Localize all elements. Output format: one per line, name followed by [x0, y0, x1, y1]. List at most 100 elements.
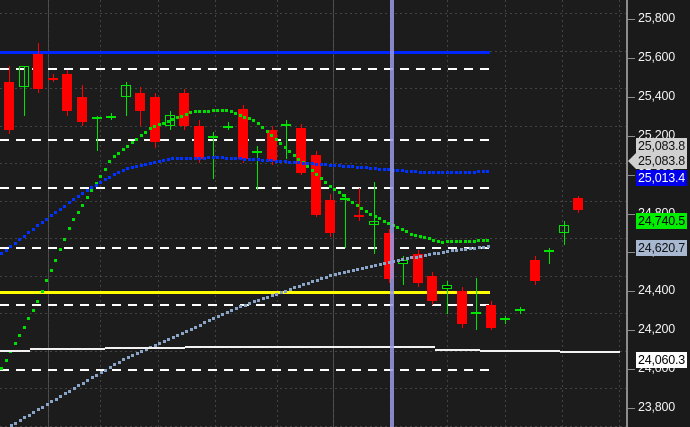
- pivot-line-yellow[interactable]: [0, 291, 490, 295]
- ma-slow-dot: [221, 156, 224, 159]
- ma-slow-dot: [482, 170, 485, 173]
- ma-slow-dot: [410, 170, 413, 173]
- level-dashed-1[interactable]: [0, 67, 490, 70]
- level-dashed-3[interactable]: [0, 187, 490, 190]
- stop-level-tag[interactable]: 24,060.3: [636, 352, 688, 368]
- ma-fast-dot: [329, 185, 332, 188]
- candle-wick: [359, 188, 361, 222]
- trend-support-dot: [32, 411, 35, 414]
- trend-support-dot: [352, 269, 355, 272]
- gridline-horizontal: [0, 388, 626, 389]
- trend-support-dot: [275, 293, 278, 296]
- candle-body: [120, 85, 131, 98]
- ma-fast-dot: [63, 238, 66, 241]
- ma-slow-dot: [311, 162, 314, 165]
- last-price-tag[interactable]: 25,013.4: [636, 170, 688, 186]
- trend-support-dot: [478, 246, 481, 249]
- trend-support-dot: [46, 403, 49, 406]
- ma-fast-dot: [261, 126, 264, 129]
- trend-support-dot: [73, 387, 76, 390]
- ma-fast-dot: [365, 210, 368, 213]
- ma-slow-dot: [279, 160, 282, 163]
- crosshair-vertical[interactable]: [390, 0, 394, 427]
- ma-fast-dot: [356, 204, 359, 207]
- level-dashed-6[interactable]: [0, 368, 490, 371]
- ma-fast-dot: [464, 240, 467, 243]
- candle-wick: [228, 122, 229, 131]
- ma-fast-dot: [293, 154, 296, 157]
- trend-support-dot: [289, 288, 292, 291]
- ma-slow-dot: [99, 181, 102, 184]
- trend-support-dot: [338, 272, 341, 275]
- candle-body: [442, 285, 452, 290]
- trend-support-dot: [442, 251, 445, 254]
- ma-fast-dot: [198, 110, 201, 113]
- bid-tag[interactable]: 25,083.8: [636, 153, 688, 169]
- ma-fast-dot: [243, 116, 246, 119]
- ma-fast-dot: [221, 109, 224, 112]
- trend-support-dot: [257, 299, 260, 302]
- ma-slow-dot: [356, 166, 359, 169]
- ma-slow-dot: [171, 157, 174, 160]
- ma-fast-dot: [189, 111, 192, 114]
- trend-support-dot: [230, 309, 233, 312]
- axis-price-label: 24,400: [638, 283, 676, 298]
- trend-support-dot: [253, 300, 256, 303]
- trend-support-dot: [464, 248, 467, 251]
- ma-slow-dot: [198, 157, 201, 160]
- ma-slow-dot: [68, 201, 71, 204]
- resistance-line-blue[interactable]: [0, 51, 490, 55]
- gridline-vertical: [277, 0, 278, 427]
- ma-fast-dot: [122, 148, 125, 151]
- level-dashed-4[interactable]: [0, 247, 490, 250]
- ma-fast-dot: [81, 204, 84, 207]
- ma-fast-dot: [104, 168, 107, 171]
- candle-body: [281, 124, 292, 127]
- ma-slow-tag[interactable]: 24,620.7: [636, 240, 688, 256]
- candle-wick: [286, 120, 288, 160]
- trend-support-dot: [158, 342, 161, 345]
- axis-tick: [628, 330, 635, 331]
- ma-fast-dot: [423, 236, 426, 239]
- ma-slow-dot: [239, 157, 242, 160]
- price-axis[interactable]: 25,80025,60025,40025,20025,00024,80024,6…: [626, 0, 690, 427]
- trend-support-dot: [298, 285, 301, 288]
- ma-slow-dot: [423, 171, 426, 174]
- ma-slow-dot: [77, 195, 80, 198]
- candle-body: [106, 116, 117, 119]
- candle-body: [77, 97, 87, 123]
- candle-body: [354, 215, 365, 218]
- ma-fast-dot: [333, 188, 336, 191]
- gridline-vertical: [619, 0, 620, 427]
- trend-support-dot: [136, 352, 139, 355]
- ma-fast-dot: [437, 240, 440, 243]
- trend-support-dot: [181, 332, 184, 335]
- ma-fast-dot: [117, 152, 120, 155]
- ma-fast-dot: [405, 230, 408, 233]
- chart-plot-area[interactable]: [0, 0, 626, 427]
- trend-support-dot: [248, 302, 251, 305]
- ma-slow-dot: [243, 158, 246, 161]
- ma-slow-dot: [18, 238, 21, 241]
- ma-slow-dot: [324, 163, 327, 166]
- ma-slow-dot: [315, 163, 318, 166]
- ask-tag[interactable]: 25,083.8: [636, 138, 688, 154]
- candle-wick: [563, 221, 565, 245]
- trend-support-dot: [316, 279, 319, 282]
- trend-support-dot: [109, 366, 112, 369]
- ma-slow-dot: [342, 165, 345, 168]
- trend-support-dot: [410, 256, 413, 259]
- trend-support-dot: [235, 307, 238, 310]
- ma-fast-dot: [257, 122, 260, 125]
- ma-slow-dot: [257, 158, 260, 161]
- ma-fast-dot: [234, 112, 237, 115]
- gridline-vertical-major: [48, 0, 49, 427]
- trend-support-dot: [172, 336, 175, 339]
- ma-fast-tag[interactable]: 24,740.5: [636, 213, 688, 229]
- ma-fast-dot: [216, 109, 219, 112]
- ma-slow-dot: [72, 198, 75, 201]
- trend-support-dot: [221, 313, 224, 316]
- candle-body: [208, 135, 219, 138]
- ma-fast-dot: [59, 248, 62, 251]
